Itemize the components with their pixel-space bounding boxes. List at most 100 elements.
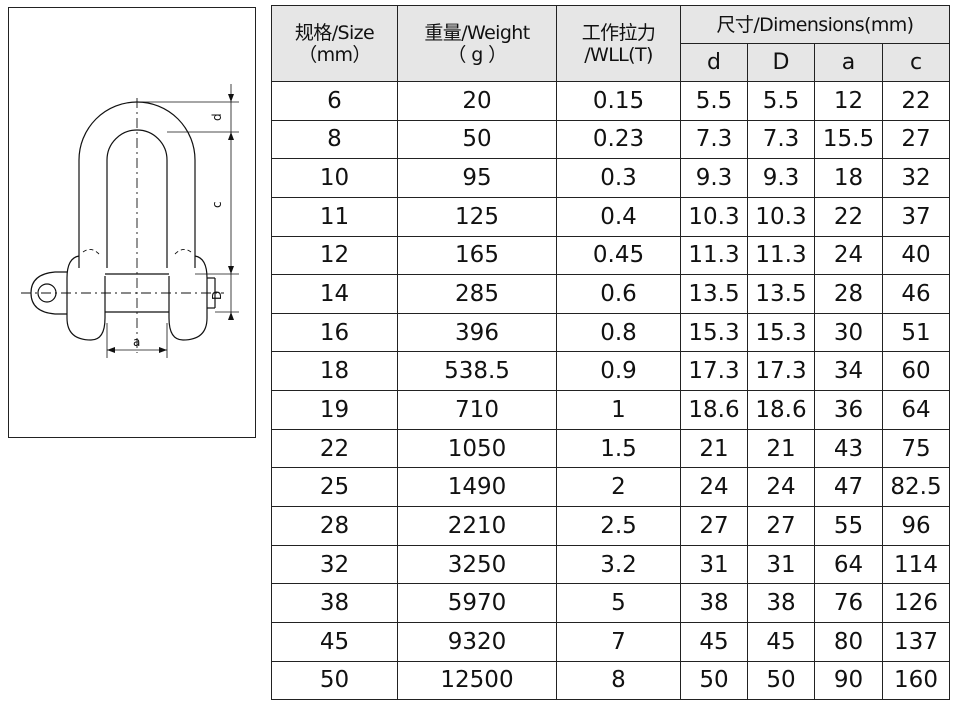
cell-wll: 0.6 bbox=[556, 274, 681, 314]
cell-weight: 3250 bbox=[397, 544, 557, 585]
cell-a: 90 bbox=[814, 660, 883, 701]
cell-size: 18 bbox=[271, 351, 398, 392]
cell-c: 32 bbox=[882, 158, 950, 198]
dim-label-D: D bbox=[210, 291, 224, 300]
table-row: 50 12500 8 50 50 90 160 bbox=[271, 660, 950, 701]
dim-label-c: c bbox=[210, 201, 224, 208]
cell-d: 15.3 bbox=[680, 312, 748, 353]
cell-D: 7.3 bbox=[747, 119, 815, 160]
table-row: 19 710 1 18.6 18.6 36 64 bbox=[271, 390, 950, 430]
cell-a: 12 bbox=[814, 81, 883, 121]
cell-a: 18 bbox=[814, 158, 883, 198]
table-row: 6 20 0.15 5.5 5.5 12 22 bbox=[271, 81, 950, 121]
table-row: 18 538.5 0.9 17.3 17.3 34 60 bbox=[271, 351, 950, 392]
cell-d: 31 bbox=[680, 544, 748, 585]
cell-c: 137 bbox=[882, 621, 950, 662]
cell-D: 17.3 bbox=[747, 351, 815, 392]
cell-d: 7.3 bbox=[680, 119, 748, 160]
cell-wll: 1 bbox=[556, 390, 681, 430]
cell-c: 114 bbox=[882, 544, 950, 585]
header-dim-D: D bbox=[747, 43, 815, 82]
cell-weight: 1490 bbox=[397, 467, 557, 508]
cell-wll: 1.5 bbox=[556, 428, 681, 469]
cell-d: 13.5 bbox=[680, 274, 748, 314]
header-wll-line2: /WLL(T) bbox=[584, 43, 653, 66]
cell-c: 37 bbox=[882, 196, 950, 237]
cell-d: 17.3 bbox=[680, 351, 748, 392]
cell-wll: 3.2 bbox=[556, 544, 681, 585]
cell-size: 19 bbox=[271, 390, 398, 430]
cell-wll: 0.9 bbox=[556, 351, 681, 392]
cell-d: 5.5 bbox=[680, 81, 748, 121]
cell-a: 24 bbox=[814, 235, 883, 276]
cell-a: 55 bbox=[814, 506, 883, 546]
cell-d: 9.3 bbox=[680, 158, 748, 198]
table-row: 22 1050 1.5 21 21 43 75 bbox=[271, 428, 950, 469]
cell-D: 38 bbox=[747, 583, 815, 623]
cell-size: 12 bbox=[271, 235, 398, 276]
cell-wll: 7 bbox=[556, 621, 681, 662]
table-row: 45 9320 7 45 45 80 137 bbox=[271, 621, 950, 662]
table-row: 25 1490 2 24 24 47 82.5 bbox=[271, 467, 950, 508]
shackle-drawing: d c D a bbox=[21, 84, 239, 358]
cell-c: 46 bbox=[882, 274, 950, 314]
table-row: 12 165 0.45 11.3 11.3 24 40 bbox=[271, 235, 950, 276]
cell-d: 50 bbox=[680, 660, 748, 701]
cell-d: 24 bbox=[680, 467, 748, 508]
cell-D: 10.3 bbox=[747, 196, 815, 237]
cell-weight: 2210 bbox=[397, 506, 557, 546]
cell-wll: 0.15 bbox=[556, 81, 681, 121]
cell-c: 27 bbox=[882, 119, 950, 160]
cell-wll: 2.5 bbox=[556, 506, 681, 546]
cell-a: 15.5 bbox=[814, 119, 883, 160]
cell-d: 45 bbox=[680, 621, 748, 662]
header-dimensions: 尺寸/Dimensions(mm) bbox=[680, 5, 950, 44]
cell-a: 30 bbox=[814, 312, 883, 353]
cell-weight: 396 bbox=[397, 312, 557, 353]
cell-D: 21 bbox=[747, 428, 815, 469]
cell-wll: 0.23 bbox=[556, 119, 681, 160]
cell-D: 5.5 bbox=[747, 81, 815, 121]
table-row: 11 125 0.4 10.3 10.3 22 37 bbox=[271, 196, 950, 237]
table-row: 8 50 0.23 7.3 7.3 15.5 27 bbox=[271, 119, 950, 160]
cell-D: 18.6 bbox=[747, 390, 815, 430]
cell-weight: 95 bbox=[397, 158, 557, 198]
cell-weight: 9320 bbox=[397, 621, 557, 662]
cell-size: 11 bbox=[271, 196, 398, 237]
cell-a: 36 bbox=[814, 390, 883, 430]
header-wll: 工作拉力 /WLL(T) bbox=[556, 5, 681, 82]
cell-D: 27 bbox=[747, 506, 815, 546]
cell-c: 75 bbox=[882, 428, 950, 469]
cell-d: 11.3 bbox=[680, 235, 748, 276]
cell-c: 60 bbox=[882, 351, 950, 392]
cell-weight: 20 bbox=[397, 81, 557, 121]
dim-label-d: d bbox=[210, 113, 224, 121]
cell-a: 34 bbox=[814, 351, 883, 392]
cell-wll: 0.3 bbox=[556, 158, 681, 198]
cell-d: 21 bbox=[680, 428, 748, 469]
cell-weight: 538.5 bbox=[397, 351, 557, 392]
header-weight-line1: 重量/Weight bbox=[424, 21, 530, 44]
cell-weight: 710 bbox=[397, 390, 557, 430]
cell-size: 16 bbox=[271, 312, 398, 353]
cell-size: 32 bbox=[271, 544, 398, 585]
cell-wll: 0.4 bbox=[556, 196, 681, 237]
cell-D: 9.3 bbox=[747, 158, 815, 198]
cell-D: 15.3 bbox=[747, 312, 815, 353]
cell-size: 28 bbox=[271, 506, 398, 546]
cell-d: 10.3 bbox=[680, 196, 748, 237]
cell-weight: 125 bbox=[397, 196, 557, 237]
cell-size: 6 bbox=[271, 81, 398, 121]
header-dim-a: a bbox=[814, 43, 883, 82]
table-row: 32 3250 3.2 31 31 64 114 bbox=[271, 544, 950, 585]
cell-D: 13.5 bbox=[747, 274, 815, 314]
cell-size: 14 bbox=[271, 274, 398, 314]
table-row: 14 285 0.6 13.5 13.5 28 46 bbox=[271, 274, 950, 314]
cell-c: 64 bbox=[882, 390, 950, 430]
cell-size: 45 bbox=[271, 621, 398, 662]
cell-c: 22 bbox=[882, 81, 950, 121]
cell-weight: 165 bbox=[397, 235, 557, 276]
table-row: 16 396 0.8 15.3 15.3 30 51 bbox=[271, 312, 950, 353]
cell-wll: 0.8 bbox=[556, 312, 681, 353]
spec-table-body: 6 20 0.15 5.5 5.5 12 22 8 50 0.23 7.3 7.3 15.5 27 10 95… bbox=[271, 81, 950, 701]
